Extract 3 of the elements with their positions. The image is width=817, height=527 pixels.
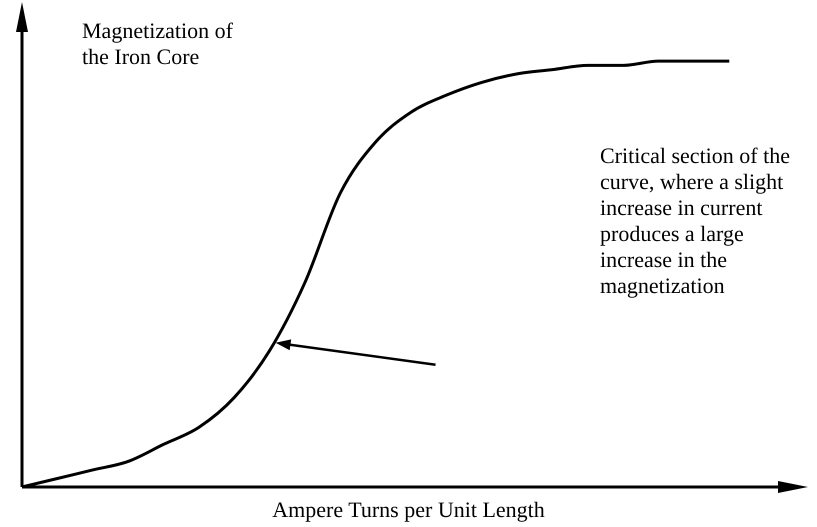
- x-axis-title: Ampere Turns per Unit Length: [271, 497, 546, 523]
- annotation: Critical section of the curve, where a slight increase in current produces a large increase in the magnetization: [600, 143, 791, 299]
- y-axis-title: Magnetization of the Iron Core: [82, 18, 234, 70]
